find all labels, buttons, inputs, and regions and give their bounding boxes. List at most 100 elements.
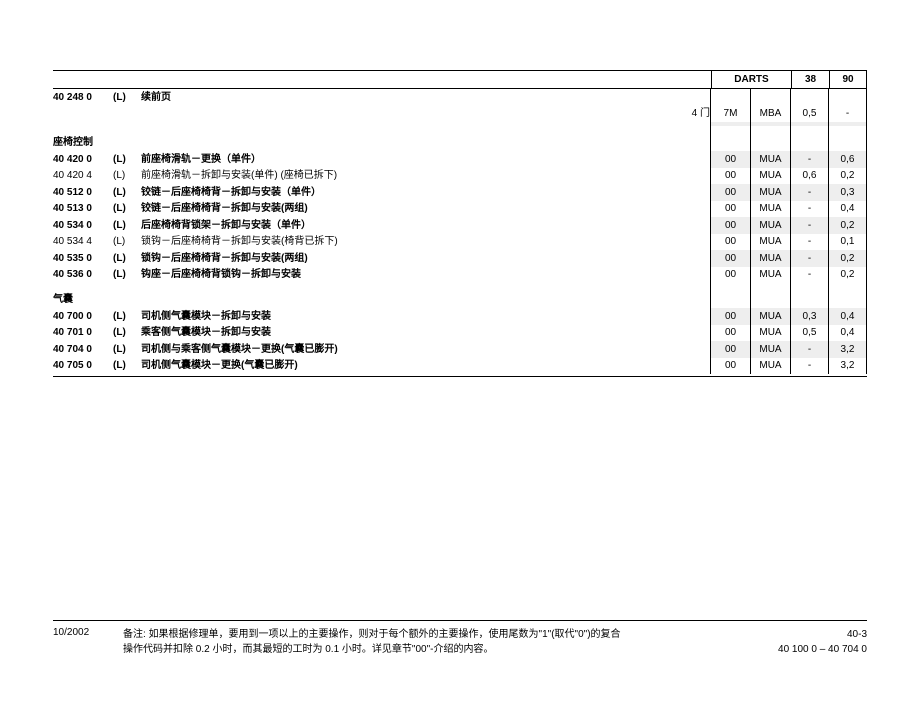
d3-cell: 0,6 [791,168,829,185]
d4-cell [829,89,867,106]
rightlabel-cell [681,201,711,218]
d2-cell: MUA [751,325,791,342]
d1-cell: 00 [711,168,751,185]
d2-cell: MUA [751,217,791,234]
d2-cell: MUA [751,168,791,185]
cell [751,126,791,151]
code-cell: 40 248 0 [53,89,113,106]
desc-cell [141,106,681,123]
l-cell: (L) [113,341,141,358]
d3-cell: - [791,250,829,267]
table-row: 40 534 4(L)锁钩－后座椅椅背－拆卸与安装(椅背已拆下)00MUA-0,… [53,234,867,251]
code-cell: 40 704 0 [53,341,113,358]
d3-cell: - [791,358,829,375]
table-end-line [53,376,867,377]
d1-cell: 00 [711,234,751,251]
code-cell [53,106,113,123]
table-row: 4 门7MMBA0,5- [53,106,867,123]
table-row: 40 534 0(L)后座椅椅背锁架－拆卸与安装（单件）00MUA-0,2 [53,217,867,234]
header-38: 38 [791,71,829,88]
d2-cell: MUA [751,358,791,375]
d3-cell: - [791,217,829,234]
l-cell: (L) [113,217,141,234]
code-cell: 40 420 4 [53,168,113,185]
table-row: 40 512 0(L)铰链－后座椅椅背－拆卸与安装（单件） 00MUA-0,3 [53,184,867,201]
rightlabel-cell [681,234,711,251]
header-darts: DARTS [711,71,791,88]
cell [791,283,829,308]
d2-cell: MUA [751,201,791,218]
code-cell: 40 534 4 [53,234,113,251]
l-cell: (L) [113,250,141,267]
desc-cell: 前座椅滑轨－更换（单件） [141,151,681,168]
code-cell: 40 512 0 [53,184,113,201]
rightlabel-cell [681,308,711,325]
cell [829,283,867,308]
d3-cell: 0,3 [791,308,829,325]
d1-cell: 00 [711,201,751,218]
d2-cell: MUA [751,267,791,284]
d2-cell [751,89,791,106]
d1-cell: 00 [711,325,751,342]
code-cell: 40 420 0 [53,151,113,168]
footer: 10/2002 备注: 如果根据修理单，要用到一项以上的主要操作，则对于每个额外… [53,620,867,657]
d1-cell: 00 [711,184,751,201]
l-cell: (L) [113,267,141,284]
desc-cell: 钩座－后座椅椅背锁钩－拆卸与安装 [141,267,681,284]
l-cell: (L) [113,168,141,185]
table-row: 40 420 0(L)前座椅滑轨－更换（单件）00MUA-0,6 [53,151,867,168]
d2-cell: MUA [751,234,791,251]
code-cell: 40 513 0 [53,201,113,218]
d3-cell: - [791,201,829,218]
d3-cell: - [791,234,829,251]
desc-cell: 前座椅滑轨－拆卸与安装(单件) (座椅已拆下) [141,168,681,185]
section-title-row: 座椅控制 [53,126,867,151]
d1-cell: 00 [711,217,751,234]
d3-cell: - [791,184,829,201]
d4-cell: 0,4 [829,201,867,218]
l-cell [113,106,141,123]
d4-cell: 0,1 [829,234,867,251]
rightlabel-cell [681,250,711,267]
footer-note: 备注: 如果根据修理单，要用到一项以上的主要操作，则对于每个额外的主要操作，使用… [113,627,737,657]
desc-cell: 司机侧气囊模块－拆卸与安装 [141,308,681,325]
code-cell: 40 701 0 [53,325,113,342]
d1-cell [711,89,751,106]
rightlabel-cell [681,267,711,284]
d3-cell: 0,5 [791,325,829,342]
code-cell: 40 700 0 [53,308,113,325]
d2-cell: MUA [751,184,791,201]
d4-cell: 0,2 [829,217,867,234]
section-title: 座椅控制 [53,126,711,151]
desc-cell: 司机侧气囊模块－更换(气囊已膨开) [141,358,681,375]
d4-cell: 0,3 [829,184,867,201]
rightlabel-cell [681,184,711,201]
l-cell: (L) [113,358,141,375]
d4-cell: 0,2 [829,267,867,284]
d2-cell: MUA [751,341,791,358]
l-cell: (L) [113,89,141,106]
main-table: 40 248 0(L)续前页4 门7MMBA0,5-座椅控制40 420 0(L… [53,89,867,374]
section-title: 气囊 [53,283,711,308]
header-90: 90 [829,71,867,88]
rightlabel-cell [681,325,711,342]
rightlabel-cell [681,358,711,375]
d1-cell: 00 [711,308,751,325]
d2-cell: MBA [751,106,791,123]
d3-cell: - [791,151,829,168]
d1-cell: 00 [711,358,751,375]
d1-cell: 7M [711,106,751,123]
cell [791,126,829,151]
d2-cell: MUA [751,151,791,168]
code-cell: 40 536 0 [53,267,113,284]
code-cell: 40 535 0 [53,250,113,267]
l-cell: (L) [113,184,141,201]
l-cell: (L) [113,151,141,168]
desc-cell: 铰链－后座椅椅背－拆卸与安装(两组) [141,201,681,218]
d4-cell: 0,2 [829,250,867,267]
table-row: 40 701 0(L)乘客侧气囊模块－拆卸与安装00MUA0,50,4 [53,325,867,342]
l-cell: (L) [113,308,141,325]
table-header: DARTS 38 90 [53,70,867,89]
desc-cell: 铰链－后座椅椅背－拆卸与安装（单件） [141,184,681,201]
code-cell: 40 705 0 [53,358,113,375]
